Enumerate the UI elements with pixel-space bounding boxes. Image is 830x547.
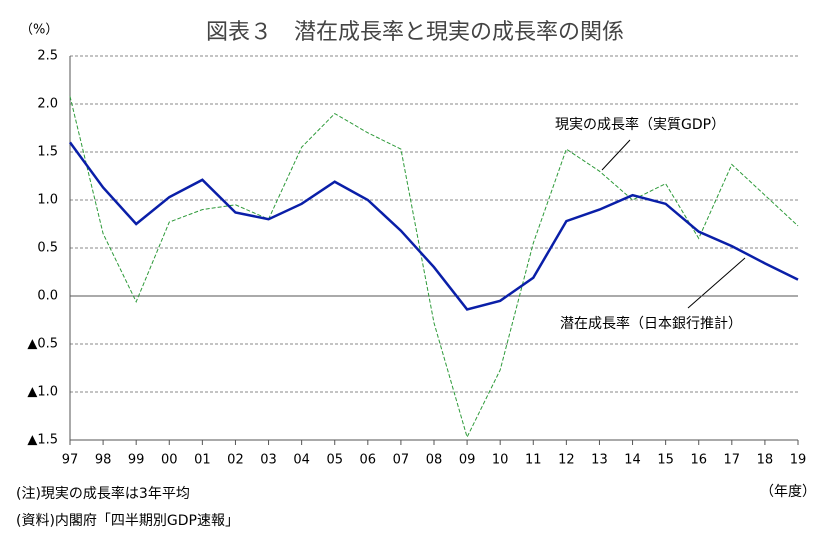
x-tick-label: 16 xyxy=(690,453,707,468)
x-tick-label: 97 xyxy=(62,453,79,468)
x-tick-label: 07 xyxy=(393,453,410,468)
x-tick-label: 00 xyxy=(161,453,178,468)
x-tick-label: 02 xyxy=(227,453,244,468)
x-tick-label: 08 xyxy=(426,453,443,468)
y-tick-label: 2.5 xyxy=(37,49,58,64)
leader-line xyxy=(601,139,631,171)
annotation: 潜在成長率（日本銀行推計） xyxy=(560,315,742,332)
x-tick-label: 12 xyxy=(558,453,575,468)
x-tick-label: 03 xyxy=(260,453,277,468)
x-tick-label: 19 xyxy=(790,453,807,468)
x-unit: （年度） xyxy=(760,484,816,500)
note: (注)現実の成長率は3年平均 xyxy=(16,485,190,502)
y-unit: （%） xyxy=(20,23,58,38)
y-tick-label: 0.0 xyxy=(37,289,58,304)
x-tick-label: 18 xyxy=(757,453,774,468)
chart-title: 図表３ 潜在成長率と現実の成長率の関係 xyxy=(206,20,624,45)
y-tick-label: ▲0.5 xyxy=(27,337,58,352)
series-line xyxy=(68,141,799,311)
x-tick-label: 99 xyxy=(128,453,145,468)
x-tick-label: 05 xyxy=(326,453,343,468)
y-tick-label: 1.5 xyxy=(37,145,58,160)
x-tick-label: 98 xyxy=(95,453,112,468)
x-tick-label: 09 xyxy=(459,453,476,468)
annotation: 現実の成長率（実質GDP） xyxy=(555,116,725,133)
x-tick-label: 11 xyxy=(525,453,542,468)
note: (資料)内閣府「四半期別GDP速報」 xyxy=(16,513,239,529)
x-tick-label: 13 xyxy=(591,453,608,468)
y-tick-label: ▲1.5 xyxy=(27,433,58,448)
x-tick-label: 04 xyxy=(293,453,310,468)
y-tick-label: ▲1.0 xyxy=(27,385,58,400)
y-tick-label: 1.0 xyxy=(37,193,58,208)
x-tick-label: 14 xyxy=(624,453,641,468)
x-tick-label: 01 xyxy=(194,453,211,468)
x-tick-label: 10 xyxy=(492,453,509,468)
series-line xyxy=(69,96,799,439)
y-tick-label: 0.5 xyxy=(37,241,58,256)
y-tick-label: 2.0 xyxy=(37,97,58,112)
x-tick-label: 06 xyxy=(360,453,377,468)
x-tick-label: 17 xyxy=(724,453,741,468)
leader-line xyxy=(687,257,746,309)
x-tick-label: 15 xyxy=(657,453,674,468)
